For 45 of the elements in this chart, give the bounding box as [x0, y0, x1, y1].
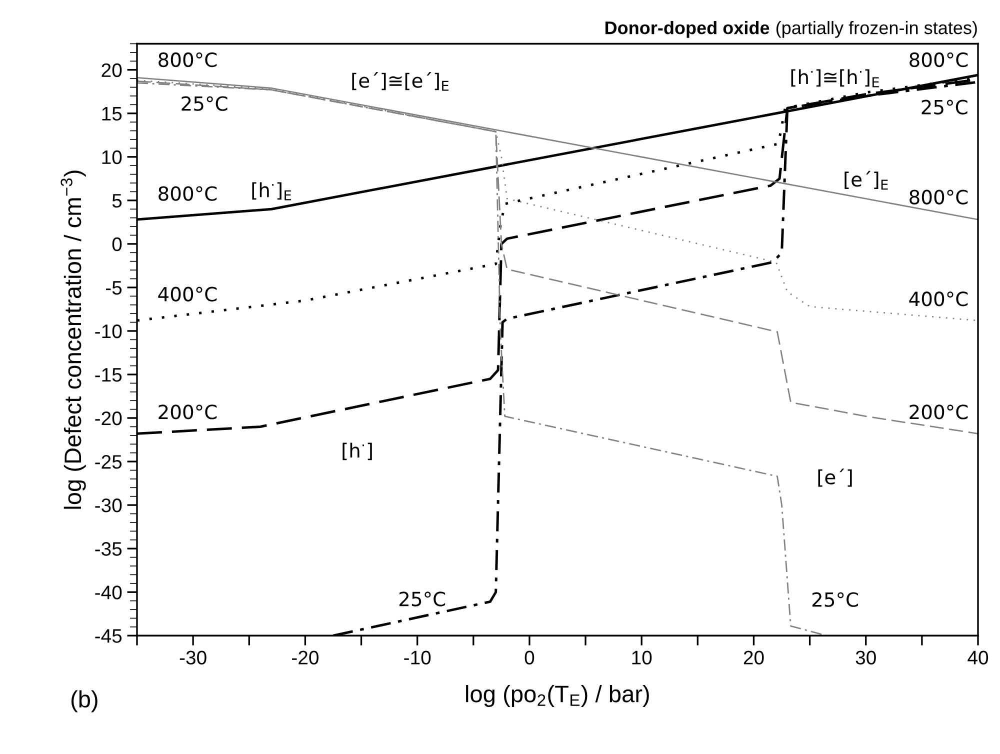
annotation: [h$^{·}$]≅[h$^{·}$]$_{E}$	[791, 69, 879, 88]
y-tick-label: -35	[95, 542, 122, 556]
y-axis-title: log (Defect concentration / cm$^{−3}$)	[60, 170, 86, 509]
chart-subtitle: (partially frozen-in states)	[776, 20, 977, 38]
text: (b)	[71, 690, 98, 712]
annotation: 25°C	[182, 96, 228, 111]
x-tick-label: 10	[632, 650, 652, 664]
annotation: 25°C	[400, 592, 446, 606]
annotation: [h$^{·}$]$_{E}$	[252, 182, 292, 200]
annotation: 800°C	[158, 52, 217, 68]
annotation: 800°C	[910, 190, 968, 204]
y-tick-label: -40	[95, 586, 122, 600]
x-tick-label: -10	[404, 650, 431, 664]
y-tick-label: 20	[102, 63, 122, 78]
y-tick-label: -30	[95, 498, 122, 512]
annotation: 200°C	[910, 404, 968, 420]
x-tick-label: 20	[744, 650, 764, 664]
y-tick-label: 5	[112, 194, 122, 208]
x-tick-label: -20	[292, 650, 318, 664]
annotation: [e´]	[818, 468, 852, 487]
y-tick-label: -10	[95, 324, 122, 338]
annotation: 200°C	[158, 404, 217, 420]
y-tick-label: -15	[95, 368, 122, 382]
annotation: 25°C	[812, 592, 858, 607]
annotation: [h$^{·}$]	[342, 442, 372, 460]
x-tick-label: 30	[856, 650, 876, 664]
annotation: [e´]≅[e´]$_{E}$	[352, 72, 448, 91]
y-tick-label: 15	[102, 107, 122, 121]
y-tick-label: -20	[95, 411, 122, 426]
y-tick-label: -5	[106, 281, 122, 295]
x-tick-label: 0	[524, 650, 534, 664]
x-axis-title: log (po$_{2}$(T$_{E}$) / bar)	[466, 685, 649, 708]
annotation: 800°C	[158, 186, 217, 201]
annotation: 800°C	[910, 52, 968, 68]
x-tick-label: 40	[968, 650, 988, 664]
x-tick-label: -30	[180, 650, 206, 664]
annotation: [e´]$_{E}$	[844, 170, 888, 190]
y-tick-label: -45	[95, 629, 122, 643]
chart-title: Donor-doped oxide	[605, 20, 770, 38]
y-tick-label: 0	[112, 237, 122, 252]
y-tick-label: -25	[95, 455, 122, 469]
annotation: 400°C	[158, 286, 217, 302]
annotation: 400°C	[909, 292, 968, 306]
y-tick-label: 10	[102, 150, 122, 164]
annotation: 25°C	[922, 100, 968, 114]
